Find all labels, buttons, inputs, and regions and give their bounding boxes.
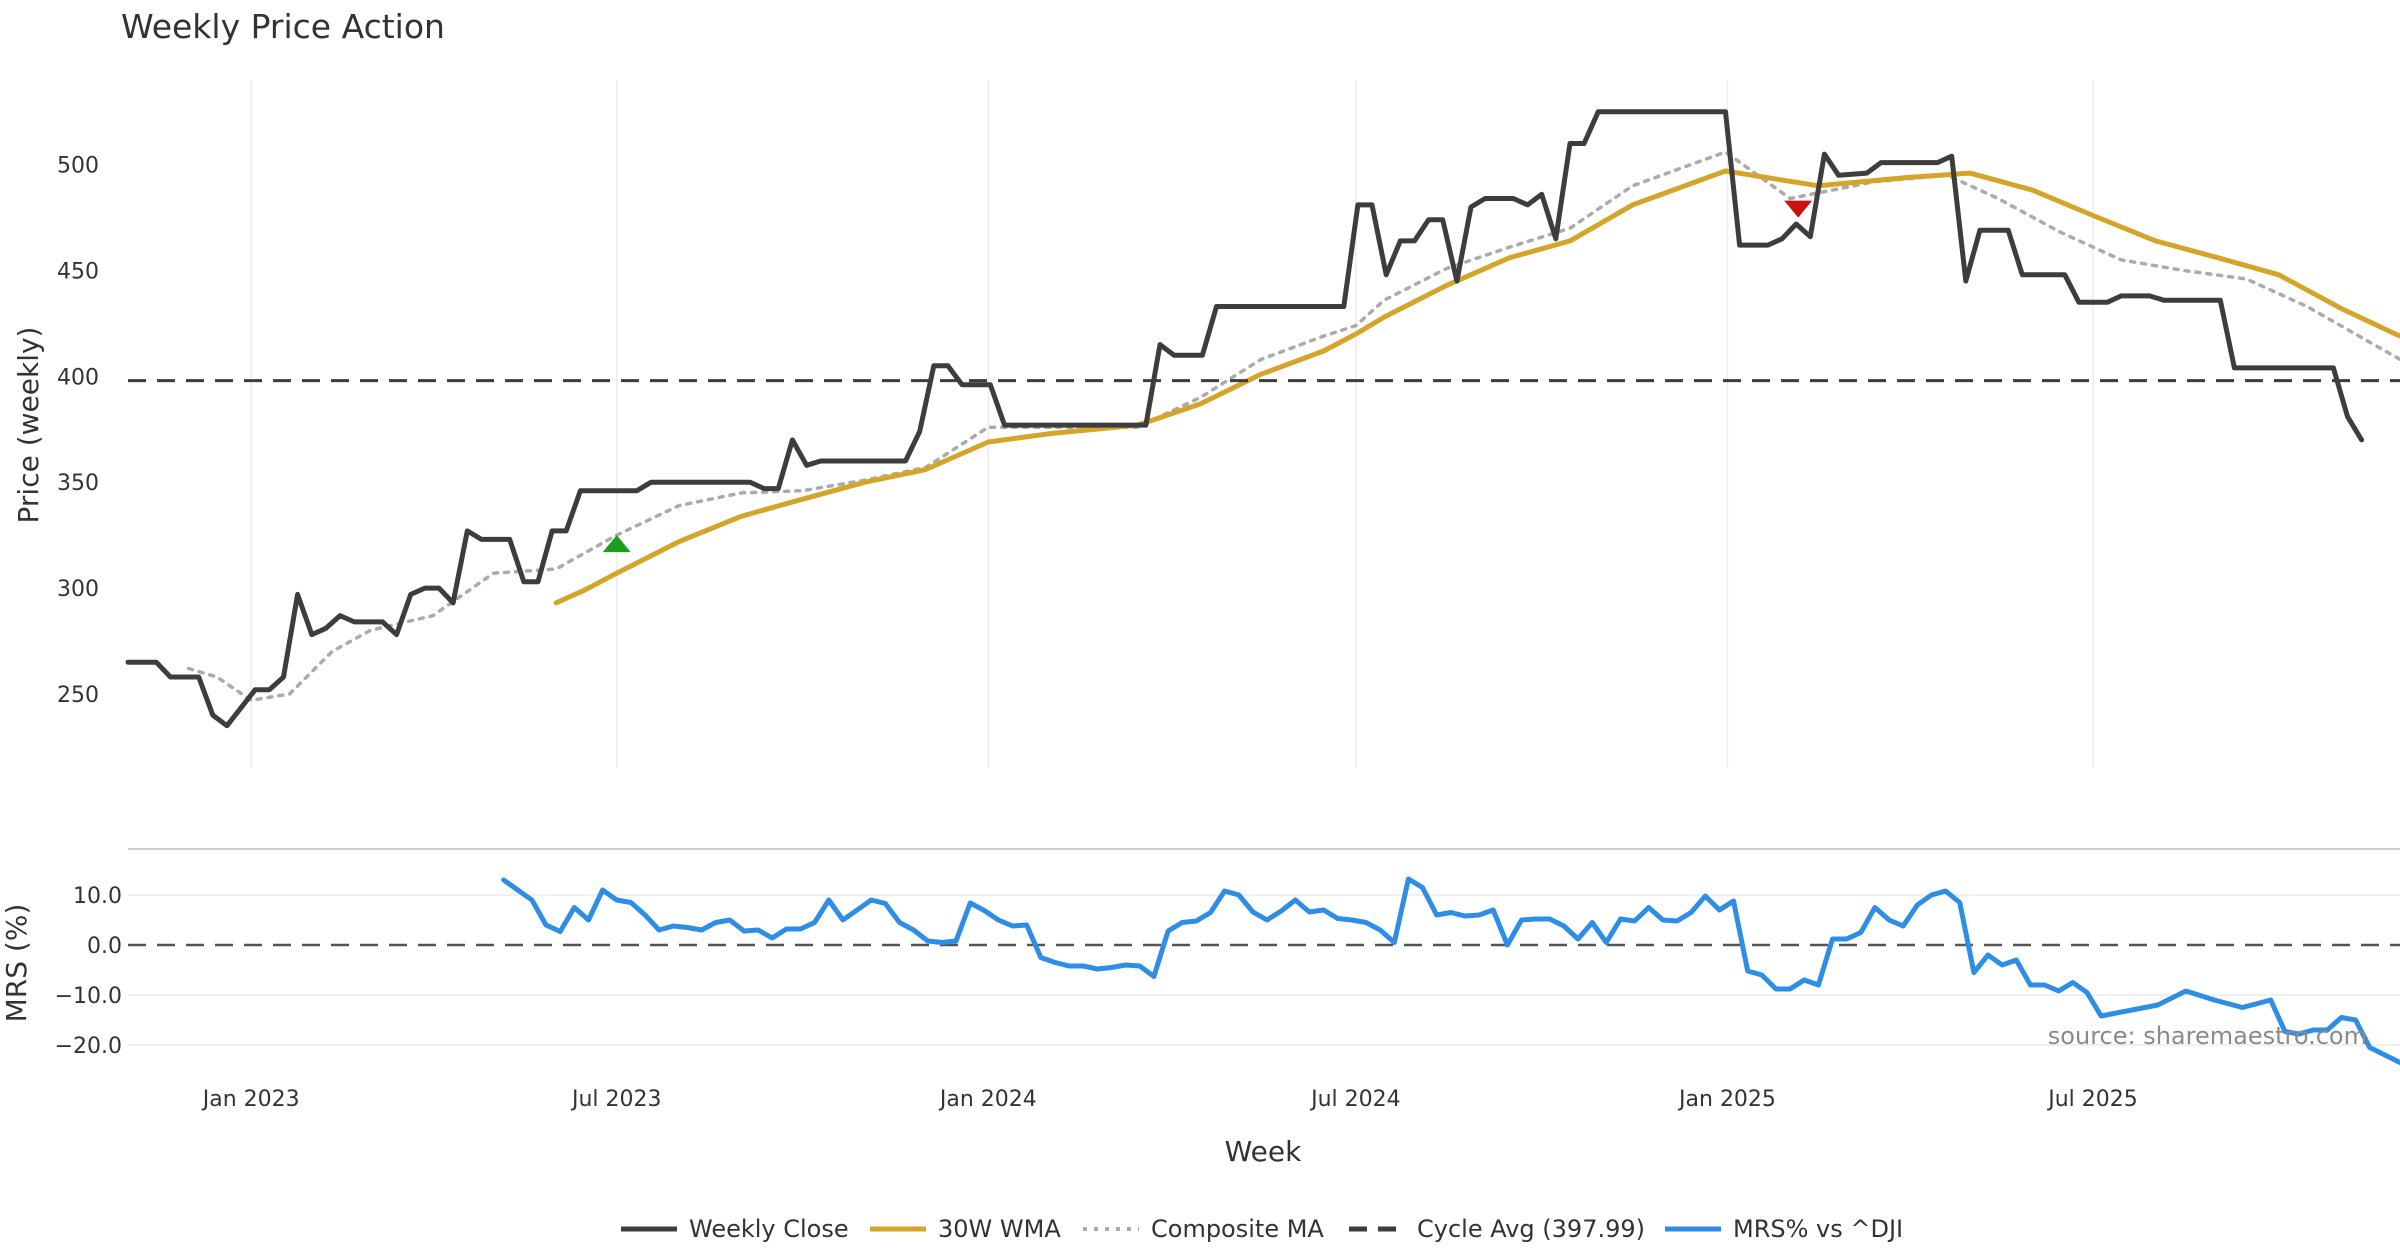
x-tick-label: Jul 2025 <box>2046 1087 2138 1112</box>
legend-label: MRS% vs ^DJI <box>1733 1215 1903 1243</box>
x-tick-label: Jan 2023 <box>201 1087 300 1112</box>
x-axis-title: Week <box>1225 1135 1302 1168</box>
legend: Weekly Close 30W WMA Composite MA Cycle Avg… <box>621 1215 1903 1243</box>
legend-label: Composite MA <box>1151 1215 1324 1243</box>
price-series <box>125 109 2400 729</box>
mrs-y-axis-title: MRS (%) <box>0 904 33 1023</box>
weekly-close-line <box>125 109 2365 729</box>
chart-title: Weekly Price Action <box>121 7 445 46</box>
mrs-y-tick-label: −20.0 <box>55 1034 122 1059</box>
30w-wma-line <box>553 168 2400 606</box>
mrs-gridlines <box>128 894 2400 1046</box>
x-tick-label: Jan 2024 <box>938 1087 1037 1112</box>
price-y-tick-label: 400 <box>57 365 99 390</box>
price-y-ticks: 250 300 350 400 450 500 <box>57 154 99 708</box>
legend-label: 30W WMA <box>938 1215 1061 1243</box>
x-tick-label: Jan 2025 <box>1677 1087 1776 1112</box>
mrs-series <box>501 876 2400 1065</box>
price-gridlines <box>250 80 2094 768</box>
buy-signal-marker <box>602 535 631 553</box>
mrs-y-tick-label: 0.0 <box>87 934 122 959</box>
price-y-tick-label: 300 <box>57 577 99 602</box>
mrs-y-tick-label: −10.0 <box>55 984 122 1009</box>
legend-label: Weekly Close <box>689 1215 849 1243</box>
price-y-tick-label: 450 <box>57 260 99 285</box>
sell-signal-marker <box>1784 200 1813 218</box>
price-panel: 250 300 350 400 450 500 <box>57 80 2400 768</box>
mrs-y-ticks: 10.0 0.0 −10.0 −20.0 <box>55 884 122 1059</box>
mrs-y-tick-label: 10.0 <box>73 884 122 909</box>
price-y-tick-label: 500 <box>57 154 99 179</box>
mrs-line <box>501 876 2400 1065</box>
price-y-tick-label: 350 <box>57 471 99 496</box>
mrs-panel: 10.0 0.0 −10.0 −20.0 <box>55 876 2400 1065</box>
signal-markers <box>602 200 1813 553</box>
price-y-axis-title: Price (weekly) <box>12 327 45 524</box>
x-tick-label: Jul 2023 <box>570 1087 662 1112</box>
price-y-tick-label: 250 <box>57 683 99 708</box>
x-ticks: Jan 2023 Jul 2023 Jan 2024 Jul 2024 Jan 2025… <box>201 1087 2138 1112</box>
source-annotation: source: sharemaestro.com <box>2048 1022 2367 1050</box>
legend-label: Cycle Avg (397.99) <box>1417 1215 1645 1243</box>
x-tick-label: Jul 2024 <box>1309 1087 1401 1112</box>
composite-ma-line <box>186 150 2400 703</box>
